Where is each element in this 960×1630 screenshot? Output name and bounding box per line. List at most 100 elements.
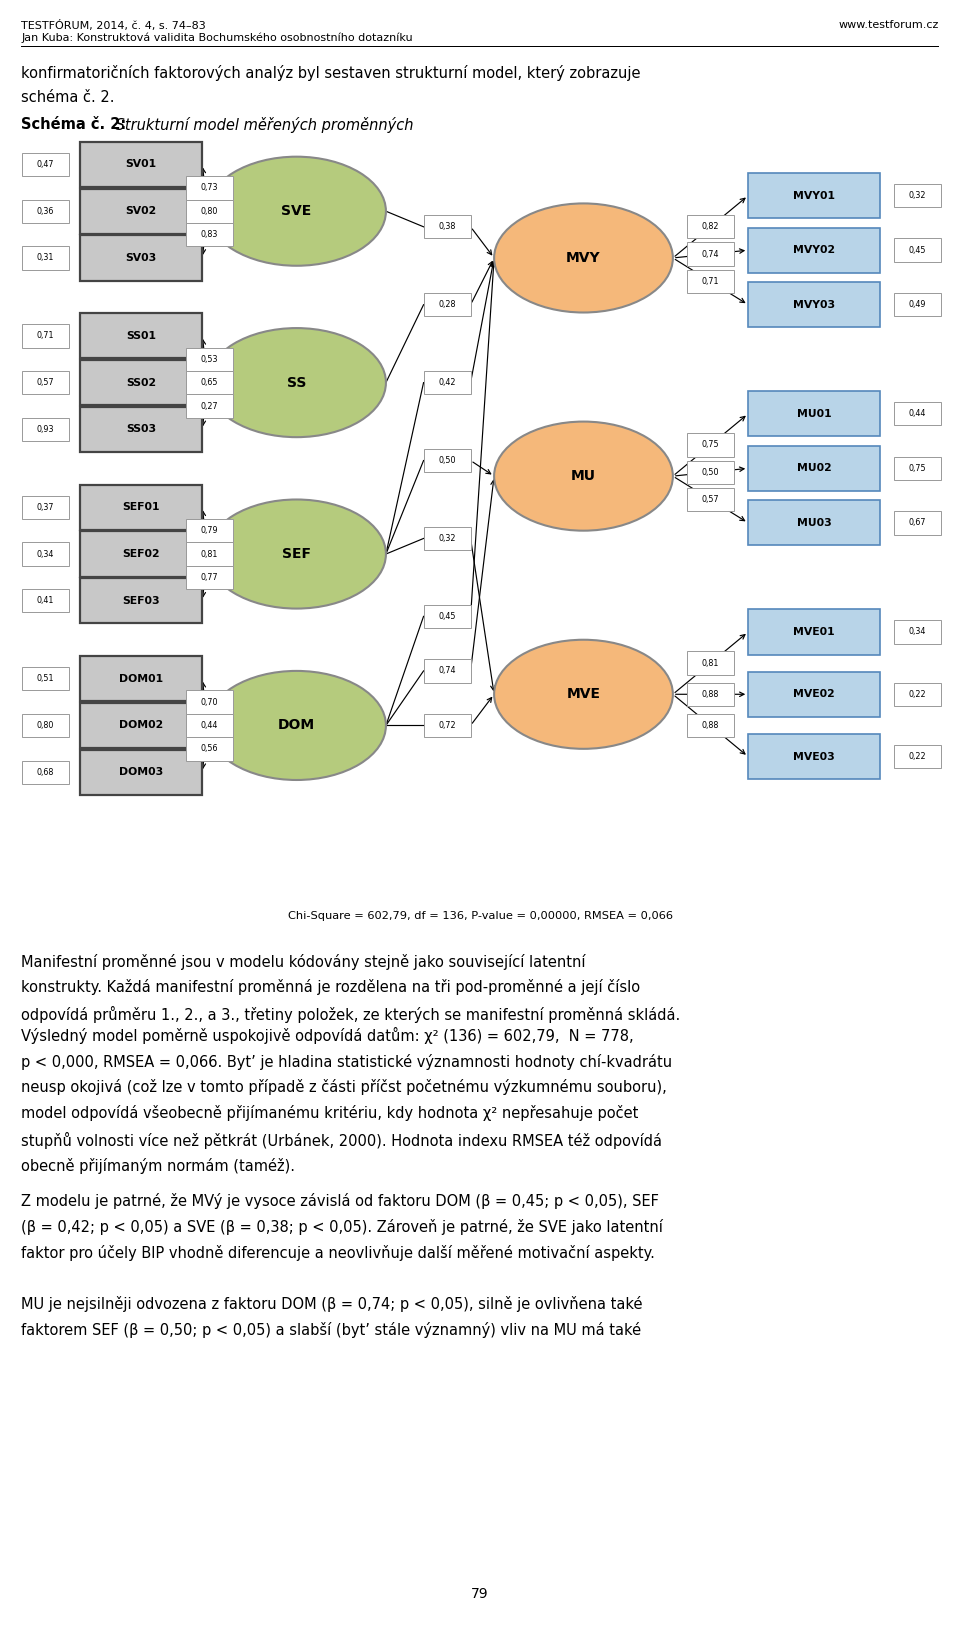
Text: 0,50: 0,50: [439, 456, 456, 465]
FancyBboxPatch shape: [80, 235, 203, 280]
FancyBboxPatch shape: [423, 659, 470, 683]
FancyBboxPatch shape: [894, 745, 941, 768]
Text: SEF: SEF: [282, 548, 311, 561]
FancyBboxPatch shape: [687, 652, 734, 675]
FancyBboxPatch shape: [80, 313, 203, 359]
FancyBboxPatch shape: [687, 683, 734, 706]
FancyBboxPatch shape: [748, 173, 879, 218]
Text: 0,70: 0,70: [201, 698, 218, 706]
FancyBboxPatch shape: [748, 282, 879, 328]
Text: 0,75: 0,75: [909, 465, 926, 473]
Text: 0,50: 0,50: [702, 468, 719, 476]
FancyBboxPatch shape: [894, 403, 941, 425]
FancyBboxPatch shape: [748, 228, 879, 272]
FancyBboxPatch shape: [80, 408, 203, 452]
Text: 0,93: 0,93: [36, 425, 54, 434]
Text: 0,72: 0,72: [439, 720, 456, 730]
FancyBboxPatch shape: [894, 293, 941, 316]
FancyBboxPatch shape: [186, 199, 233, 223]
Text: 0,49: 0,49: [909, 300, 926, 310]
Ellipse shape: [207, 156, 386, 266]
Text: MVE01: MVE01: [793, 628, 835, 637]
Ellipse shape: [494, 422, 673, 531]
FancyBboxPatch shape: [80, 360, 203, 406]
Text: 0,36: 0,36: [36, 207, 54, 215]
FancyBboxPatch shape: [748, 610, 879, 655]
Text: Manifestní proměnné jsou v modelu kódovány stejně jako související latentní
kons: Manifestní proměnné jsou v modelu kódová…: [21, 954, 681, 1024]
FancyBboxPatch shape: [186, 223, 233, 246]
Text: SS02: SS02: [127, 378, 156, 388]
Text: 0,34: 0,34: [36, 549, 54, 559]
Text: TESTFÓRUM, 2014, č. 4, s. 74–83: TESTFÓRUM, 2014, č. 4, s. 74–83: [21, 20, 205, 31]
FancyBboxPatch shape: [186, 691, 233, 714]
FancyBboxPatch shape: [80, 579, 203, 623]
Text: 0,32: 0,32: [439, 535, 456, 543]
Text: 0,81: 0,81: [702, 659, 719, 668]
Text: 0,32: 0,32: [909, 191, 926, 200]
FancyBboxPatch shape: [894, 184, 941, 207]
Text: 0,44: 0,44: [909, 409, 926, 419]
FancyBboxPatch shape: [22, 153, 69, 176]
Text: 0,41: 0,41: [36, 597, 54, 605]
FancyBboxPatch shape: [80, 531, 203, 577]
FancyBboxPatch shape: [80, 142, 203, 187]
Text: Jan Kuba: Konstruktová validita Bochumského osobnostního dotazníku: Jan Kuba: Konstruktová validita Bochumsk…: [21, 33, 413, 42]
FancyBboxPatch shape: [894, 238, 941, 262]
Text: 0,57: 0,57: [702, 496, 719, 504]
Text: 0,27: 0,27: [201, 401, 218, 411]
Text: Chi-Square = 602,79, df = 136, P-value = 0,00000, RMSEA = 0,066: Chi-Square = 602,79, df = 136, P-value =…: [287, 911, 673, 921]
FancyBboxPatch shape: [423, 714, 470, 737]
Text: SEF02: SEF02: [123, 549, 160, 559]
Text: MVE: MVE: [566, 688, 601, 701]
FancyBboxPatch shape: [423, 605, 470, 628]
FancyBboxPatch shape: [423, 372, 470, 394]
FancyBboxPatch shape: [186, 394, 233, 417]
FancyBboxPatch shape: [80, 189, 203, 233]
FancyBboxPatch shape: [423, 293, 470, 316]
Text: 0,45: 0,45: [439, 611, 456, 621]
Text: MVE02: MVE02: [793, 689, 835, 699]
Text: SV02: SV02: [126, 207, 156, 217]
Text: Výsledný model poměrně uspokojivě odpovídá datům: χ² (136) = 602,79,  N = 778,
p: Výsledný model poměrně uspokojivě odpoví…: [21, 1027, 672, 1175]
Text: 0,75: 0,75: [702, 440, 719, 450]
Text: 0,57: 0,57: [36, 378, 54, 388]
Text: 0,74: 0,74: [702, 249, 719, 259]
FancyBboxPatch shape: [687, 487, 734, 512]
FancyBboxPatch shape: [22, 372, 69, 394]
FancyBboxPatch shape: [22, 246, 69, 269]
FancyBboxPatch shape: [423, 526, 470, 551]
FancyBboxPatch shape: [22, 588, 69, 613]
Text: 0,47: 0,47: [36, 160, 54, 170]
Text: SV03: SV03: [126, 253, 156, 262]
Text: 0,82: 0,82: [702, 222, 719, 231]
Text: 0,28: 0,28: [439, 300, 456, 310]
FancyBboxPatch shape: [687, 215, 734, 238]
Text: MVY01: MVY01: [793, 191, 835, 200]
Text: 0,71: 0,71: [36, 331, 54, 341]
Ellipse shape: [494, 204, 673, 313]
Text: 0,68: 0,68: [36, 768, 54, 778]
Text: DOM01: DOM01: [119, 673, 163, 683]
Text: 0,65: 0,65: [201, 378, 218, 388]
FancyBboxPatch shape: [80, 657, 203, 701]
Text: 0,56: 0,56: [201, 745, 218, 753]
FancyBboxPatch shape: [894, 621, 941, 644]
Ellipse shape: [207, 672, 386, 781]
Text: MVY: MVY: [566, 251, 601, 266]
FancyBboxPatch shape: [22, 496, 69, 518]
FancyBboxPatch shape: [22, 761, 69, 784]
FancyBboxPatch shape: [423, 448, 470, 473]
Text: 0,77: 0,77: [201, 572, 218, 582]
FancyBboxPatch shape: [186, 714, 233, 737]
FancyBboxPatch shape: [894, 683, 941, 706]
Text: 79: 79: [471, 1586, 489, 1601]
Text: 0,42: 0,42: [439, 378, 456, 388]
Text: 0,53: 0,53: [201, 355, 218, 363]
FancyBboxPatch shape: [748, 734, 879, 779]
Text: SVE: SVE: [281, 204, 312, 218]
Text: MVY03: MVY03: [793, 300, 835, 310]
Text: 0,83: 0,83: [201, 230, 218, 240]
FancyBboxPatch shape: [80, 484, 203, 530]
FancyBboxPatch shape: [894, 456, 941, 479]
Text: 0,67: 0,67: [909, 518, 926, 528]
